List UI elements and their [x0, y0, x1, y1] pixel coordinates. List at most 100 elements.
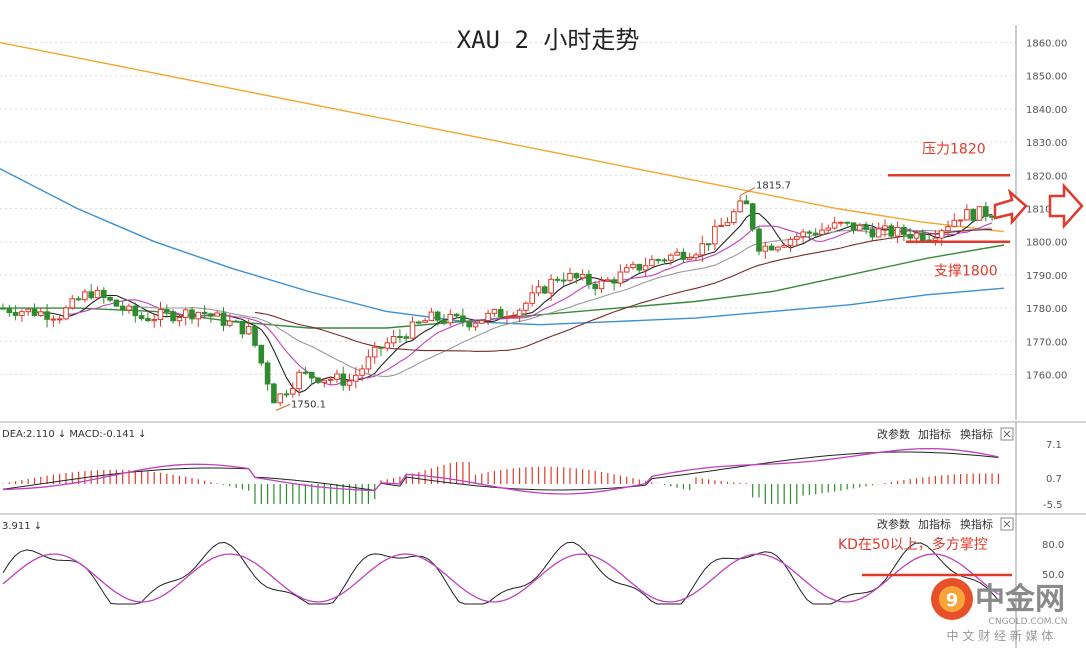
candle-body	[346, 380, 353, 386]
high-pointer	[739, 187, 756, 197]
macd-tick-high: 7.1	[1046, 440, 1062, 451]
candle-body	[321, 379, 328, 383]
candle-body	[390, 335, 397, 344]
candle-body	[964, 209, 970, 221]
candle-body	[258, 344, 265, 364]
candle-body	[245, 325, 252, 335]
candle-body	[447, 313, 454, 324]
candle-body	[315, 377, 321, 383]
candle-body	[749, 203, 756, 230]
candle-body	[138, 315, 145, 320]
candle-body	[145, 318, 151, 322]
candle-body	[31, 308, 38, 316]
candle-body	[384, 342, 391, 349]
candle-body	[869, 228, 876, 238]
candle-body	[497, 309, 504, 318]
candle-body	[416, 321, 422, 324]
kd-switch-indicator-button[interactable]: 换指标	[960, 517, 993, 531]
candle-body	[844, 221, 851, 224]
candle-body	[686, 257, 693, 260]
macd-add-indicator-button[interactable]: 加指标	[918, 427, 951, 441]
low-label: 1750.1	[291, 399, 326, 410]
candle-body	[731, 211, 737, 223]
close-icon[interactable]	[1000, 427, 1014, 441]
candle-body	[907, 233, 914, 239]
candle-body	[264, 362, 271, 385]
candle-body	[56, 318, 63, 321]
candle-body	[768, 245, 775, 251]
low-pointer	[275, 403, 291, 411]
candle-body	[340, 373, 346, 386]
macd-dea-line	[2, 447, 999, 495]
candle-body	[82, 291, 88, 301]
candle-body	[888, 225, 895, 237]
candle-body	[126, 305, 132, 311]
candle-body	[567, 273, 573, 281]
high-marker: 1815.7	[739, 181, 791, 197]
candle-body	[598, 280, 605, 290]
candle-body	[466, 321, 472, 328]
candle-body	[119, 305, 126, 311]
candle-body	[233, 320, 239, 323]
y-tick-label: 1840.00	[1026, 105, 1067, 116]
candle-body	[668, 254, 674, 261]
candle-body	[787, 238, 794, 246]
kd-add-indicator-button[interactable]: 加指标	[918, 517, 951, 531]
candle-body	[472, 322, 479, 328]
candle-body	[756, 228, 762, 252]
kd-k-line	[2, 541, 1000, 605]
macd-indicator-label: DEA:2.110 ↓ MACD:-0.141 ↓	[2, 429, 147, 440]
candle-body	[976, 206, 983, 221]
candle-body	[403, 336, 409, 339]
chart-title: XAU 2 小时走势	[457, 26, 640, 54]
candle-body	[825, 227, 832, 231]
y-tick-label: 1790.00	[1026, 271, 1067, 282]
candle-body	[220, 312, 227, 326]
candle-body	[945, 226, 951, 232]
macd-switch-indicator-button[interactable]: 换指标	[960, 427, 993, 441]
ma-line	[128, 227, 993, 377]
high-label: 1815.7	[756, 181, 791, 192]
support-label: 支撑1800	[934, 264, 998, 280]
watermark: 9 中金网 CNGOLD.COM.CN 中 文 财 经 新 媒 体	[931, 578, 1067, 643]
candle-body	[491, 309, 498, 314]
candle-body	[819, 229, 825, 235]
candle-body	[806, 231, 813, 234]
candle-body	[208, 313, 214, 317]
candle-body	[630, 263, 636, 269]
candle-body	[409, 321, 416, 339]
candle-body	[38, 311, 44, 316]
candle-body	[428, 311, 435, 322]
candle-body	[863, 224, 869, 230]
candle-body	[623, 267, 630, 273]
low-marker: 1750.1	[275, 399, 326, 411]
candle-body	[794, 236, 800, 240]
ma-line	[65, 222, 993, 386]
candle-body	[649, 259, 655, 267]
y-tick-label: 1780.00	[1026, 304, 1067, 315]
candle-body	[44, 311, 50, 320]
y-tick-label: 1810.00	[1026, 205, 1067, 216]
candle-body	[661, 259, 668, 262]
candle-body	[775, 246, 781, 251]
candle-body	[107, 296, 113, 301]
candle-body	[164, 309, 170, 313]
close-icon[interactable]	[1000, 517, 1014, 531]
candle-body	[359, 368, 365, 376]
candle-body	[227, 320, 233, 326]
candle-body	[182, 309, 189, 318]
candle-body	[951, 219, 958, 228]
candle-body	[516, 309, 523, 317]
candle-body	[132, 305, 139, 317]
macd-edit-params-button[interactable]: 改参数	[877, 427, 910, 441]
candle-body	[712, 225, 718, 245]
ma-line	[34, 212, 993, 394]
candle-body	[857, 224, 863, 231]
candle-body	[680, 251, 687, 260]
candle-body	[523, 302, 529, 311]
ma-line	[0, 41, 1005, 233]
candle-body	[271, 383, 277, 404]
candle-body	[485, 312, 491, 321]
candle-body	[441, 319, 447, 324]
kd-edit-params-button[interactable]: 改参数	[877, 517, 910, 531]
